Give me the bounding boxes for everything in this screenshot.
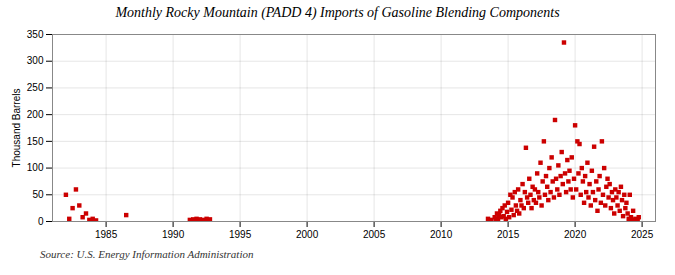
svg-text:1995: 1995: [229, 229, 252, 240]
svg-text:50: 50: [32, 189, 44, 200]
html-text:Monthly Rocky Mountain (PADD 4: Monthly Rocky Mountain (PADD 4) Imports …: [115, 5, 560, 20]
svg-text:300: 300: [27, 55, 44, 66]
svg-text:250: 250: [27, 82, 44, 93]
svg-text:1985: 1985: [95, 229, 118, 240]
html-text:Source: U.S. Energy Informatio: Source: U.S. Energy Information Administ…: [40, 248, 254, 260]
svg-text:2015: 2015: [497, 229, 520, 240]
svg-text:Thousand Barrels: Thousand Barrels: [11, 89, 22, 168]
svg-text:350: 350: [27, 29, 44, 40]
svg-text:1990: 1990: [162, 229, 185, 240]
svg-text:100: 100: [27, 162, 44, 173]
svg-text:2025: 2025: [631, 229, 654, 240]
svg-text:2010: 2010: [430, 229, 453, 240]
svg-text:0: 0: [38, 216, 44, 227]
svg-text:2005: 2005: [363, 229, 386, 240]
svg-text:2000: 2000: [296, 229, 319, 240]
svg-text:200: 200: [27, 109, 44, 120]
svg-text:2020: 2020: [564, 229, 587, 240]
svg-text:150: 150: [27, 136, 44, 147]
